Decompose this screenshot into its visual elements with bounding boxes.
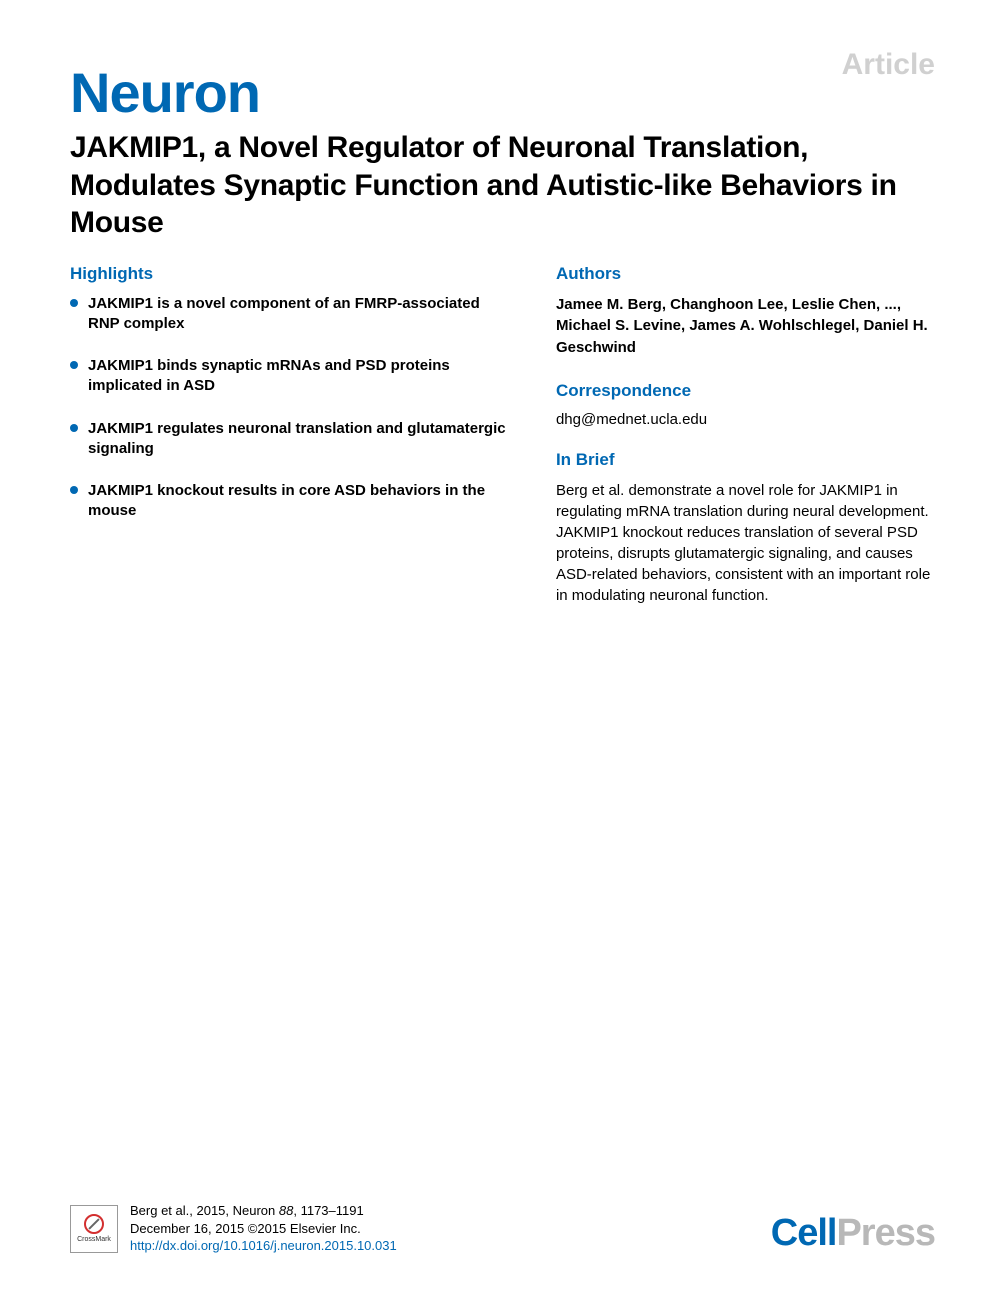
correspondence-heading: Correspondence — [556, 381, 935, 401]
footer-left: CrossMark Berg et al., 2015, Neuron 88, … — [70, 1202, 397, 1255]
crossmark-icon — [84, 1214, 104, 1234]
in-brief-text: Berg et al. demonstrate a novel role for… — [556, 480, 935, 606]
citation-line-1: Berg et al., 2015, Neuron 88, 1173–1191 — [130, 1202, 397, 1220]
crossmark-label: CrossMark — [77, 1236, 111, 1243]
content-columns: Highlights JAKMIP1 is a novel component … — [70, 264, 935, 606]
highlight-item: JAKMIP1 binds synaptic mRNAs and PSD pro… — [70, 356, 506, 397]
highlights-heading: Highlights — [70, 264, 506, 284]
highlight-item: JAKMIP1 knockout results in core ASD beh… — [70, 481, 506, 522]
crossmark-badge[interactable]: CrossMark — [70, 1205, 118, 1253]
footer: CrossMark Berg et al., 2015, Neuron 88, … — [70, 1202, 935, 1255]
highlight-item: JAKMIP1 is a novel component of an FMRP-… — [70, 294, 506, 335]
cellpress-cell: Cell — [771, 1212, 837, 1254]
highlight-item: JAKMIP1 regulates neuronal translation a… — [70, 419, 506, 460]
right-column: Authors Jamee M. Berg, Changhoon Lee, Le… — [556, 264, 935, 606]
citation-doi[interactable]: http://dx.doi.org/10.1016/j.neuron.2015.… — [130, 1237, 397, 1255]
citation-post: , 1173–1191 — [293, 1203, 363, 1218]
authors-heading: Authors — [556, 264, 935, 284]
in-brief-heading: In Brief — [556, 450, 935, 470]
correspondence-email[interactable]: dhg@mednet.ucla.edu — [556, 411, 935, 428]
citation-pre: Berg et al., 2015, Neuron — [130, 1203, 279, 1218]
cellpress-press: Press — [836, 1212, 935, 1254]
article-title: JAKMIP1, a Novel Regulator of Neuronal T… — [70, 129, 935, 242]
citation-line-2: December 16, 2015 ©2015 Elsevier Inc. — [130, 1220, 397, 1238]
citation-volume: 88 — [279, 1203, 293, 1218]
left-column: Highlights JAKMIP1 is a novel component … — [70, 264, 506, 606]
authors-list: Jamee M. Berg, Changhoon Lee, Leslie Che… — [556, 294, 935, 359]
cellpress-logo: CellPress — [771, 1212, 935, 1255]
article-type-label: Article — [842, 48, 935, 82]
highlights-list: JAKMIP1 is a novel component of an FMRP-… — [70, 294, 506, 522]
journal-logo: Neuron — [70, 60, 935, 125]
citation-block: Berg et al., 2015, Neuron 88, 1173–1191 … — [130, 1202, 397, 1255]
